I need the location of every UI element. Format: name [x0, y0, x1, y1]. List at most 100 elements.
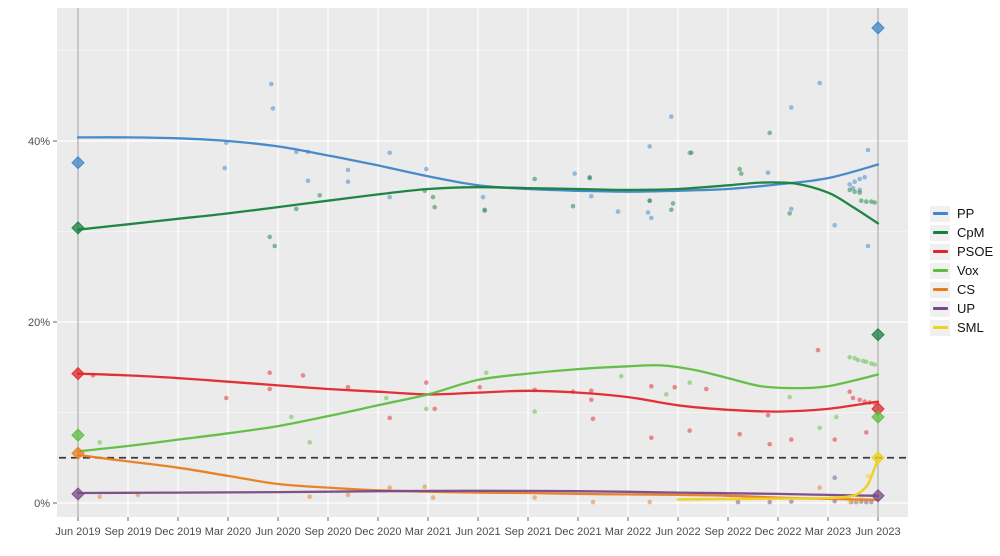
election-marker-up: [71, 487, 85, 501]
x-tick-label: Sep 2021: [504, 526, 551, 538]
poll-point-psoe: [345, 384, 351, 390]
x-tick-label: Jun 2022: [655, 526, 700, 538]
poll-point-pp: [865, 243, 871, 249]
legend-key-cs: [930, 281, 950, 298]
trend-line-cs: [76, 453, 880, 501]
legend-swatch-cs: [932, 288, 948, 291]
poll-point-sml: [865, 473, 871, 479]
poll-point-cs: [345, 492, 351, 498]
trend-line-cpm: [76, 181, 880, 231]
legend-label: PSOE: [957, 244, 994, 259]
poll-point-pp: [789, 105, 794, 110]
trend-line-sml: [676, 457, 880, 501]
poll-point-pp: [852, 179, 857, 184]
poll-point-cs: [307, 494, 313, 500]
election-marker-up: [871, 489, 885, 503]
poll-point-psoe: [477, 384, 483, 390]
x-tick-label: Sep 2022: [704, 526, 751, 538]
x-tick-label: Dec 2019: [154, 526, 201, 538]
poll-point-pp: [387, 194, 393, 200]
x-tick-label: Sep 2020: [304, 526, 351, 538]
poll-point-pp: [345, 167, 351, 173]
poll-point-pp: [649, 215, 654, 221]
poll-point-psoe: [300, 373, 306, 378]
poll-point-pp: [862, 174, 867, 180]
poll-point-vox: [289, 414, 294, 420]
poll-point-cs: [817, 485, 822, 490]
poll-point-cs: [532, 495, 537, 500]
x-tick-label: Jun 2021: [455, 526, 500, 538]
poll-point-cpm: [857, 190, 862, 195]
poll-point-vox: [424, 406, 429, 412]
y-tick-label: 0%: [34, 498, 50, 510]
poll-point-cpm: [872, 200, 877, 205]
poll-point-up: [735, 499, 741, 505]
legend-swatch-cpm: [932, 231, 948, 234]
election-marker-cpm: [71, 221, 85, 235]
axes: Jun 2019 Sep 2019 Dec 2019 Mar 2020 Jun 2020…: [28, 136, 901, 538]
poll-point-pp: [270, 106, 276, 111]
poll-point-pp: [865, 147, 871, 153]
poll-point-pp: [857, 176, 862, 182]
poll-point-psoe: [789, 437, 794, 442]
poll-point-cpm: [430, 194, 436, 200]
poll-point-cs: [430, 495, 436, 500]
legend-swatch-up: [932, 307, 948, 310]
legend-item-sml: SML: [930, 319, 993, 336]
poll-point-pp: [480, 194, 486, 200]
legend-item-psoe: PSOE: [930, 243, 993, 260]
poll-point-cpm: [737, 166, 742, 172]
poll-point-cs: [590, 499, 596, 505]
poll-point-psoe: [649, 435, 654, 441]
poll-point-psoe: [672, 384, 677, 390]
poll-point-psoe: [590, 416, 596, 422]
x-tick-label: Jun 2020: [255, 526, 300, 538]
trend-line-psoe: [76, 372, 880, 413]
poll-point-vox: [532, 409, 537, 414]
poll-point-up: [767, 499, 772, 505]
legend-label: SML: [957, 320, 984, 335]
election-marker-pp: [71, 156, 85, 170]
legend-key-cpm: [930, 224, 950, 241]
poll-point-psoe: [432, 406, 438, 412]
poll-point-cs: [647, 499, 652, 505]
poll-point-cpm: [864, 199, 869, 204]
poll-point-pp: [387, 150, 393, 156]
election-marker-cs: [71, 446, 85, 460]
x-tick-label: Jun 2023: [855, 526, 900, 538]
poll-point-vox: [834, 414, 839, 420]
legend-label: PP: [957, 206, 975, 221]
trend-line-vox: [76, 364, 880, 453]
poll-points-vox: [97, 355, 877, 445]
legend-key-sml: [930, 319, 950, 336]
poll-point-psoe: [267, 386, 273, 392]
poll-point-vox: [384, 395, 389, 401]
poll-point-pp: [345, 179, 351, 184]
poll-point-cpm: [532, 176, 537, 182]
poll-point-pp: [669, 114, 674, 119]
legend-key-psoe: [930, 243, 950, 260]
poll-point-psoe: [864, 430, 869, 435]
poll-point-cpm: [294, 206, 299, 212]
poll-point-pp: [615, 209, 621, 214]
poll-point-vox: [307, 440, 313, 445]
poll-point-pp: [647, 144, 652, 149]
legend-key-up: [930, 300, 950, 317]
poll-point-cpm: [482, 207, 488, 213]
poll-point-vox: [619, 374, 624, 379]
poll-point-psoe: [767, 441, 772, 447]
poll-point-pp: [817, 80, 822, 86]
poll-points-cpm: [267, 130, 877, 249]
legend-label: UP: [957, 301, 976, 316]
poll-point-psoe: [387, 415, 393, 421]
legend-label: CpM: [957, 225, 985, 240]
poll-point-cpm: [267, 234, 273, 240]
poll-point-vox: [484, 370, 489, 376]
legend-item-cs: CS: [930, 281, 993, 298]
poll-point-vox: [864, 359, 869, 365]
x-tick-label: Dec 2022: [754, 526, 801, 538]
election-marker-psoe: [71, 366, 85, 381]
poll-point-cpm: [847, 187, 852, 193]
poll-point-cpm: [739, 171, 744, 176]
